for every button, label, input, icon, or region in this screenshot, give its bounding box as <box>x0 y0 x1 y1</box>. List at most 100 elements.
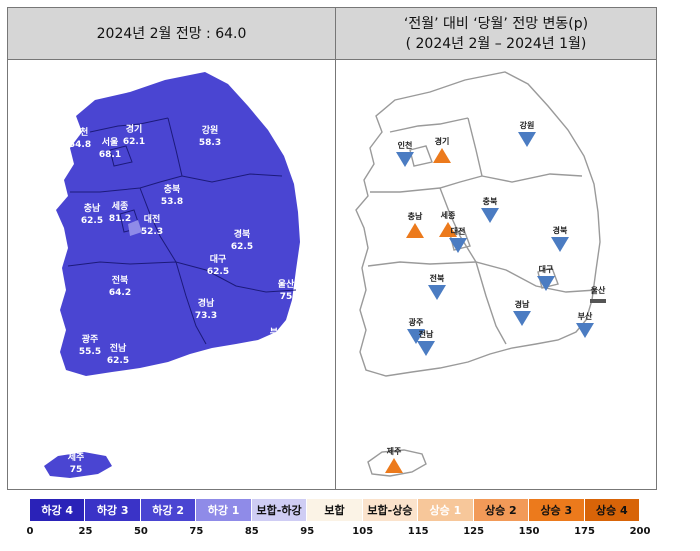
legend-tick-3: 75 <box>189 526 204 537</box>
change-region-name-12: 광주 <box>409 317 424 327</box>
up-arrow-icon <box>385 458 403 473</box>
change-region-name-0: 인천 <box>398 140 413 150</box>
legend-ticks: 0 25 50 75 85 95 105 115 125 150 175 200 <box>0 526 700 542</box>
up-arrow-icon <box>439 222 457 237</box>
region-name-16: 제주 <box>68 451 85 463</box>
legend-tick-6: 105 <box>352 526 374 537</box>
region-value-1: 62.1 <box>123 137 145 147</box>
legend-item-9: 상승 3 <box>529 499 585 521</box>
legend-tick-8: 125 <box>463 526 485 537</box>
region-value-3: 58.3 <box>199 138 221 148</box>
change-region-name-2: 강원 <box>520 120 535 130</box>
region-name-7: 대전 <box>144 213 161 225</box>
region-name-14: 광주 <box>82 333 99 345</box>
region-name-4: 충북 <box>164 183 181 195</box>
right-panel-header: ‘전월’ 대비 ‘당월’ 전망 변동(p) ( 2024년 2월 – 2024년… <box>336 8 656 60</box>
region-name-0: 인천 <box>72 127 89 138</box>
region-name-8: 경북 <box>234 228 251 240</box>
legend-bar: 하강 4 하강 3 하강 2 하강 1 보합-하강 보합 보합-상승 상승 1 상승 2 상승 3… <box>30 499 640 521</box>
change-region-name-15: 제주 <box>387 446 402 456</box>
legend-tick-7: 115 <box>407 526 429 537</box>
down-arrow-icon <box>481 208 499 223</box>
region-name-5: 충남 <box>84 202 101 214</box>
up-arrow-icon <box>406 223 424 238</box>
legend-item-0: 하강 4 <box>30 499 86 521</box>
legend-tick-0: 0 <box>26 526 34 537</box>
change-region-name-3: 충북 <box>483 196 498 206</box>
region-name-10: 전북 <box>112 274 129 286</box>
region-value-5: 62.5 <box>81 216 103 226</box>
legend-tick-2: 50 <box>133 526 148 537</box>
change-region-name-5: 세종 <box>441 210 456 220</box>
legend-item-5: 보합 <box>307 499 363 521</box>
region-name-11: 울산 <box>278 278 295 290</box>
down-arrow-icon <box>518 132 536 147</box>
legend-item-1: 하강 3 <box>85 499 141 521</box>
legend-tick-11: 200 <box>629 526 651 537</box>
change-region-name-1: 경기 <box>435 136 450 146</box>
change-region-name-4: 충남 <box>408 211 423 221</box>
change-region-name-8: 전북 <box>430 273 445 283</box>
down-arrow-icon <box>576 323 594 338</box>
right-panel-subtitle: ( 2024년 2월 – 2024년 1월) <box>405 35 587 52</box>
legend-item-3: 하강 1 <box>196 499 252 521</box>
region-name-15: 전남 <box>110 342 127 354</box>
region-name-9: 대구 <box>210 253 227 265</box>
down-arrow-icon <box>551 237 569 252</box>
change-region-name-10: 울산 <box>591 285 606 295</box>
change-region-name-14: 부산 <box>578 311 593 321</box>
legend-item-7: 상승 1 <box>418 499 474 521</box>
left-panel-header: 2024년 2월 전망 : 64.0 <box>8 8 335 60</box>
legend-tick-9: 150 <box>518 526 540 537</box>
region-value-15: 62.5 <box>107 356 129 366</box>
right-peninsula-shape <box>355 71 601 377</box>
down-arrow-icon <box>407 329 425 344</box>
region-name-2: 서울 <box>102 136 119 148</box>
maps-svg: 인천 54.8 경기 62.1 서울 68.1 강원 58.3 충북 53.8 충남 62.5 세종 81… <box>44 71 606 478</box>
legend-tick-5: 95 <box>300 526 315 537</box>
region-value-11: 75 <box>280 292 293 302</box>
panel-divider <box>335 7 336 490</box>
region-value-0: 54.8 <box>69 140 91 150</box>
legend-tick-1: 25 <box>78 526 93 537</box>
down-arrow-icon <box>449 238 467 253</box>
legend-tick-4: 85 <box>244 526 259 537</box>
region-value-8: 62.5 <box>231 242 253 252</box>
region-value-14: 55.5 <box>79 347 101 357</box>
change-region-name-9: 대구 <box>539 264 554 274</box>
region-value-6: 81.2 <box>109 214 131 224</box>
change-region-name-7: 경북 <box>553 225 568 235</box>
region-name-3: 강원 <box>202 124 219 136</box>
right-map <box>355 71 601 477</box>
change-region-name-11: 경남 <box>515 299 530 309</box>
left-map <box>44 72 300 478</box>
region-value-16: 75 <box>70 465 83 475</box>
up-arrow-icon <box>433 148 451 163</box>
legend-tick-10: 175 <box>574 526 595 537</box>
down-arrow-icon <box>513 311 531 326</box>
region-name-12: 경남 <box>198 297 215 309</box>
legend-item-4: 보합-하강 <box>251 499 308 521</box>
region-name-1: 경기 <box>126 123 143 135</box>
legend-item-6: 보합-상승 <box>362 499 419 521</box>
region-name-13: 부산 <box>270 326 287 338</box>
legend-item-8: 상승 2 <box>473 499 530 521</box>
region-value-7: 52.3 <box>141 227 163 237</box>
region-value-2: 68.1 <box>99 150 121 160</box>
region-value-9: 62.5 <box>207 267 229 277</box>
region-value-10: 64.2 <box>109 288 131 298</box>
no-change-bar-icon <box>590 299 606 303</box>
right-panel-title: ‘전월’ 대비 ‘당월’ 전망 변동(p) <box>403 15 589 32</box>
region-value-12: 73.3 <box>195 311 217 321</box>
legend-item-10: 상승 4 <box>584 499 640 521</box>
left-jeju-shape <box>44 452 112 478</box>
down-arrow-icon <box>396 152 414 167</box>
down-arrow-icon <box>537 276 555 291</box>
map-panel-frame <box>7 7 657 490</box>
left-region-labels: 인천 54.8 경기 62.1 서울 68.1 강원 58.3 충북 53.8 충남 62.5 세종 81… <box>68 123 295 475</box>
change-region-name-6: 대전 <box>451 226 466 236</box>
down-arrow-icon <box>417 341 435 356</box>
region-value-4: 53.8 <box>161 197 183 207</box>
left-sejong-shape <box>128 220 142 236</box>
